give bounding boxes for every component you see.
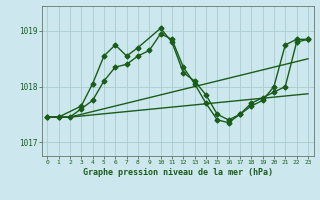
X-axis label: Graphe pression niveau de la mer (hPa): Graphe pression niveau de la mer (hPa) — [83, 168, 273, 177]
